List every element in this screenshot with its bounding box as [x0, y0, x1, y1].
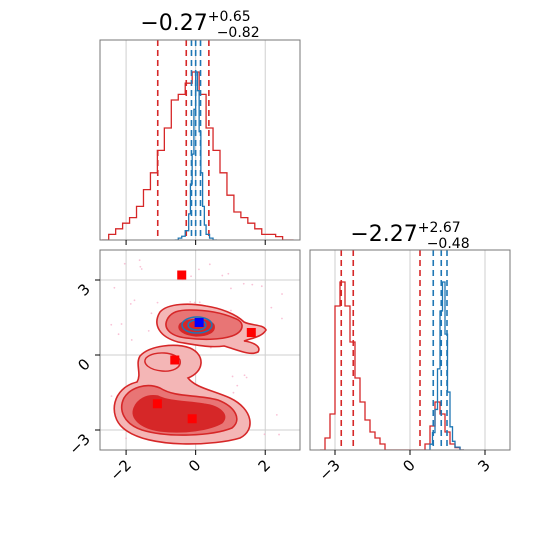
contour-scatter-dot: [190, 275, 192, 278]
contour-scatter-dot: [221, 274, 224, 277]
hist-param1-series-1-steps: [174, 71, 218, 240]
contour-marker-1: [246, 328, 256, 337]
contour-scatter-dot: [147, 329, 150, 332]
contour-scatter-dot: [275, 413, 278, 416]
hist-param1-frame: [99, 39, 301, 241]
hist-param2-title-upper: +2.67: [418, 220, 461, 236]
contour-scatter-dot: [230, 287, 232, 290]
contour-scatter-dot: [125, 437, 127, 440]
hist-param2-panel: −2.27+2.67 −0.48: [309, 220, 511, 451]
contour-scatter-dot: [113, 286, 116, 289]
contour-scatter-dot: [263, 433, 266, 436]
contour-ytick-label-0: −3: [65, 430, 93, 458]
contour-scatter-dot: [230, 309, 232, 312]
contour-marker-3: [152, 399, 162, 409]
hist-param2-title-lower: −0.48: [427, 236, 470, 252]
contour-scatter-dot: [251, 283, 254, 286]
contour-scatter-dot: [110, 395, 113, 398]
contour-scatter-dot: [150, 312, 153, 315]
contour-scatter-dot: [231, 375, 234, 378]
hist-param1-title: −0.27+0.65 −0.82: [140, 9, 259, 41]
hist-param2-xtick-label-2: 3: [474, 456, 493, 475]
contour-scatter-dot: [270, 306, 273, 309]
contour-scatter-dot: [208, 263, 211, 266]
contour-scatter-dot: [130, 339, 133, 341]
contour-markers: [152, 270, 256, 424]
contour-scatter-dot: [260, 285, 263, 288]
contour-scatter-dot: [123, 262, 126, 265]
contour-scatter-dot: [193, 301, 196, 304]
contour-scatter-dot: [243, 374, 246, 377]
contour-scatter-dot: [139, 265, 142, 268]
contour-frame: [99, 249, 301, 451]
contour-scatter-dot: [138, 259, 141, 262]
contour-ytick-label-2: 3: [74, 280, 93, 299]
contour-ytick-label-1: 0: [74, 355, 93, 374]
contour-scatter-dot: [110, 323, 113, 326]
hist-param2-title-value: −2.27: [350, 222, 417, 247]
contour-scatter-dot: [281, 317, 283, 320]
contour-xtick-label-1: 0: [185, 456, 204, 475]
hist-param1-title-value: −0.27: [140, 11, 207, 36]
contour-scatter-dot: [129, 303, 132, 305]
contour-scatter-dot: [242, 282, 245, 285]
contour-marker-4: [187, 414, 197, 424]
hist-param1-panel: −0.27+0.65 −0.82: [99, 9, 301, 241]
contour-scatter-dot: [236, 384, 239, 387]
contour-scatter-dot: [120, 323, 123, 325]
contour-blue-outer: [181, 316, 213, 334]
contour-marker-2: [170, 355, 180, 365]
contour-marker-0: [177, 270, 187, 280]
hist-param2-series-0-steps: [320, 281, 464, 450]
contour-scatter-dot: [140, 268, 143, 270]
contour-xtick-label-2: 2: [255, 456, 274, 475]
hist-param2-title: −2.27+2.67 −0.48: [350, 220, 469, 252]
contour-scatter-dot: [245, 376, 248, 379]
hist-param2-grid: [334, 250, 486, 450]
hist-param1-title-lower: −0.82: [217, 25, 260, 41]
contour-scatter-dot: [278, 433, 280, 436]
contour-scatter-dot: [117, 333, 120, 336]
hist-param1-title-upper: +0.65: [208, 9, 251, 25]
contour-scatter-dot: [227, 272, 230, 275]
contour-scatter-dot: [232, 391, 235, 394]
hist-param2-series: [320, 250, 464, 450]
contour-scatter-dot: [133, 299, 136, 302]
hist-param2-xtick-label-0: −3: [315, 456, 343, 484]
contour-xtick-label-0: −2: [107, 456, 135, 484]
hist-param2-xtick-label-1: 0: [399, 456, 418, 475]
contour-scatter-dot: [189, 300, 192, 303]
contour-scatter-dot: [198, 301, 201, 304]
contour-fill: [110, 259, 283, 445]
contour-scatter-dot: [198, 268, 200, 271]
contour-scatter-dot: [281, 293, 283, 295]
hist-param1-series: [101, 40, 294, 240]
contour-panel: [99, 249, 301, 451]
contour-scatter-dot: [156, 301, 159, 304]
contour-marker-5: [194, 318, 204, 327]
